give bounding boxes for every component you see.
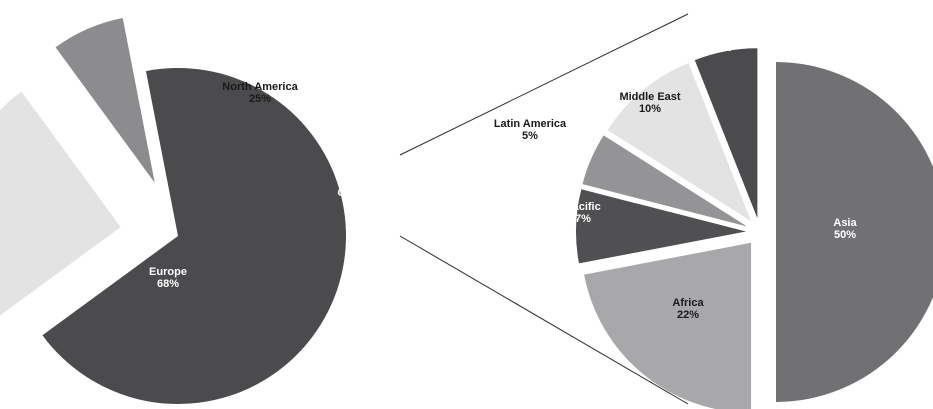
pie-slice-asia	[776, 62, 933, 402]
slice-name: Africa	[672, 297, 704, 309]
slice-label-caribbean: Caribbean 6%	[697, 30, 751, 54]
slice-value: 7%	[575, 213, 591, 225]
connector-lines	[399, 13, 689, 405]
slice-label-pacific: Pacific 7%	[565, 201, 600, 225]
slice-label-europe: Europe 68%	[149, 266, 187, 290]
slice-label-middle-east: Middle East 10%	[619, 91, 680, 115]
slice-value: 22%	[677, 309, 699, 321]
pie-slice-africa	[584, 242, 752, 409]
slice-name: Pacific	[565, 201, 600, 213]
slice-name: Other	[337, 187, 367, 199]
slice-name: Caribbean	[697, 30, 751, 42]
pie-slice-caribbean	[694, 48, 758, 219]
pie-slice-middle-east	[607, 63, 752, 222]
slice-name: Asia	[833, 217, 857, 229]
slice-label-asia: Asia 50%	[833, 217, 857, 241]
slice-value: 50%	[834, 229, 856, 241]
slice-name: Europe	[149, 266, 187, 278]
slice-value: 68%	[157, 278, 179, 290]
slice-value: 6%	[716, 42, 732, 54]
connector-line-bottom	[399, 235, 689, 405]
slice-label-africa: Africa 22%	[672, 297, 704, 321]
slice-value: 7%	[344, 199, 360, 211]
slice-name: Middle East	[619, 91, 680, 103]
slice-value: 25%	[249, 93, 271, 105]
pie-slice-other	[55, 17, 155, 183]
slice-name: North America	[222, 81, 298, 93]
pie-slice-north-america	[0, 91, 121, 316]
slice-label-north-america: North America 25%	[222, 81, 298, 105]
slice-labels: Europe 68%North America 25%Other 7%Asia 50%A…	[149, 30, 857, 321]
pie-slice-pacific	[576, 189, 747, 264]
slice-label-other: Other 7%	[337, 187, 367, 211]
pie-slice-latin-america	[582, 135, 748, 227]
connector-line-top	[399, 13, 689, 156]
slice-value: 10%	[639, 103, 661, 115]
slice-value: 5%	[522, 130, 538, 142]
slice-name: Latin America	[494, 118, 567, 130]
breakdown-pie	[576, 48, 933, 409]
slice-label-latin-america: Latin America 5%	[494, 118, 567, 142]
pie-slice-europe	[42, 68, 347, 405]
main-pie	[0, 17, 347, 405]
